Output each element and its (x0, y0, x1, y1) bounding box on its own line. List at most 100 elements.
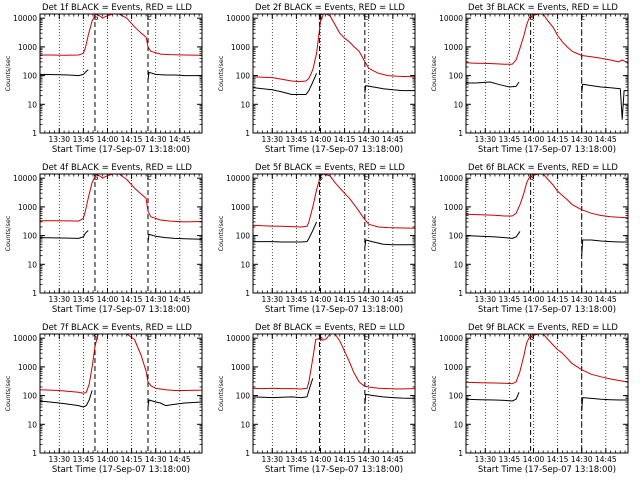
x-tick-label: 13:30 (474, 455, 496, 464)
y-tick-label: 1 (245, 129, 250, 138)
x-tick-label: 13:45 (286, 295, 308, 304)
y-axis-label: Counts/sec (430, 375, 438, 411)
x-tick-label: 14:00 (97, 135, 119, 144)
detector-panel: Det 3f BLACK = Events, RED = LLD S E 1 10 100… (426, 0, 639, 160)
events-series-line (40, 230, 89, 239)
chart-title: Det 9f BLACK = Events, RED = LLD (468, 323, 618, 333)
interval-symbol: E (580, 333, 585, 342)
x-tick-label: 13:30 (261, 295, 283, 304)
y-tick-label: 100 (449, 392, 464, 401)
x-axis-label: Start Time (17-Sep-07 13:18:00) (478, 465, 616, 475)
x-tick-label: 14:45 (382, 135, 404, 144)
x-axis-label: Start Time (17-Sep-07 13:18:00) (52, 465, 190, 475)
interval-symbol: S (529, 13, 534, 22)
chart-title: Det 2f BLACK = Events, RED = LLD (255, 3, 405, 13)
y-tick-label: 100 (23, 232, 38, 241)
y-tick-label: 1000 (18, 203, 37, 212)
interval-symbol: S (94, 13, 99, 22)
y-tick-label: 100 (449, 72, 464, 81)
lld-series-line (40, 174, 202, 223)
events-series-line (40, 390, 93, 408)
y-tick-label: 10 (453, 100, 463, 109)
x-tick-label: 14:45 (169, 135, 191, 144)
x-tick-label: 13:30 (474, 295, 496, 304)
y-tick-label: 10000 (226, 14, 250, 23)
plot-frame (252, 333, 416, 454)
x-tick-label: 14:30 (358, 295, 380, 304)
x-tick-label: 13:30 (48, 295, 70, 304)
y-tick-label: 100 (236, 72, 251, 81)
events-series-line (147, 71, 202, 81)
x-tick-label: 13:30 (261, 135, 283, 144)
y-tick-label: 1000 (231, 203, 250, 212)
interval-symbol: S (529, 333, 534, 342)
x-tick-label: 14:15 (121, 135, 143, 144)
y-tick-label: 10 (27, 100, 37, 109)
chart-title: Det 4f BLACK = Events, RED = LLD (42, 163, 192, 173)
events-series-line (253, 221, 318, 243)
x-tick-label: 14:45 (382, 295, 404, 304)
detector-panel: Det 8f BLACK = Events, RED = LLDSE110100… (213, 320, 426, 480)
x-tick-label: 13:45 (499, 295, 521, 304)
events-series-line (581, 239, 628, 256)
y-tick-label: 10000 (439, 334, 463, 343)
y-axis-label: Counts/sec (430, 55, 438, 91)
y-tick-label: 10 (27, 420, 37, 429)
x-axis-label: Start Time (17-Sep-07 13:18:00) (265, 145, 403, 155)
x-axis-label: Start Time (17-Sep-07 13:18:00) (265, 465, 403, 475)
plot-frame (39, 173, 203, 294)
x-tick-label: 14:30 (145, 295, 167, 304)
x-tick-label: 14:30 (571, 455, 593, 464)
chart-title: Det 1f BLACK = Events, RED = LLD (42, 3, 192, 13)
plot-frame (465, 13, 629, 134)
y-tick-label: 10000 (226, 334, 250, 343)
x-tick-label: 14:45 (595, 455, 617, 464)
x-tick-label: 14:15 (334, 135, 356, 144)
y-tick-label: 1000 (444, 203, 463, 212)
events-series-line (466, 81, 520, 88)
x-tick-label: 14:00 (310, 455, 332, 464)
events-series-line (147, 399, 202, 408)
y-tick-label: 1 (458, 449, 463, 458)
x-tick-label: 14:30 (571, 135, 593, 144)
x-tick-label: 13:30 (261, 455, 283, 464)
y-tick-label: 10000 (439, 174, 463, 183)
chart-title: Det 3f BLACK = Events, RED = LLD (468, 3, 618, 13)
x-tick-label: 14:00 (523, 455, 545, 464)
x-tick-label: 14:30 (571, 295, 593, 304)
lld-series-line (253, 14, 415, 83)
events-series-line (466, 231, 521, 239)
y-tick-label: 10000 (226, 174, 250, 183)
x-tick-label: 14:30 (145, 455, 167, 464)
detector-panel: Det 5f BLACK = Events, RED = LLDSE110100… (213, 160, 426, 320)
x-tick-label: 14:00 (97, 455, 119, 464)
interval-symbol: S (529, 173, 534, 182)
y-tick-label: 1 (32, 289, 37, 298)
events-series-line (581, 83, 628, 120)
y-tick-label: 10 (240, 420, 250, 429)
x-tick-label: 13:45 (73, 135, 95, 144)
x-tick-label: 14:30 (358, 455, 380, 464)
y-tick-label: 1 (245, 449, 250, 458)
y-axis-label: Counts/sec (4, 215, 12, 251)
y-tick-label: 10000 (13, 334, 37, 343)
plot-frame (39, 333, 203, 454)
y-tick-label: 1000 (444, 363, 463, 372)
y-tick-label: 100 (23, 392, 38, 401)
interval-symbol: E (580, 13, 585, 22)
x-tick-label: 13:45 (73, 455, 95, 464)
x-tick-label: 13:30 (474, 135, 496, 144)
y-tick-label: 100 (236, 392, 251, 401)
x-axis-label: Start Time (17-Sep-07 13:18:00) (478, 145, 616, 155)
interval-symbol: E (363, 333, 368, 342)
plot-frame (252, 13, 416, 134)
y-tick-label: 10000 (13, 14, 37, 23)
lld-series-line (40, 14, 202, 56)
x-tick-label: 13:45 (499, 135, 521, 144)
chart-title: Det 7f BLACK = Events, RED = LLD (42, 323, 192, 333)
x-tick-label: 14:15 (121, 455, 143, 464)
chart-title: Det 5f BLACK = Events, RED = LLD (255, 163, 405, 173)
